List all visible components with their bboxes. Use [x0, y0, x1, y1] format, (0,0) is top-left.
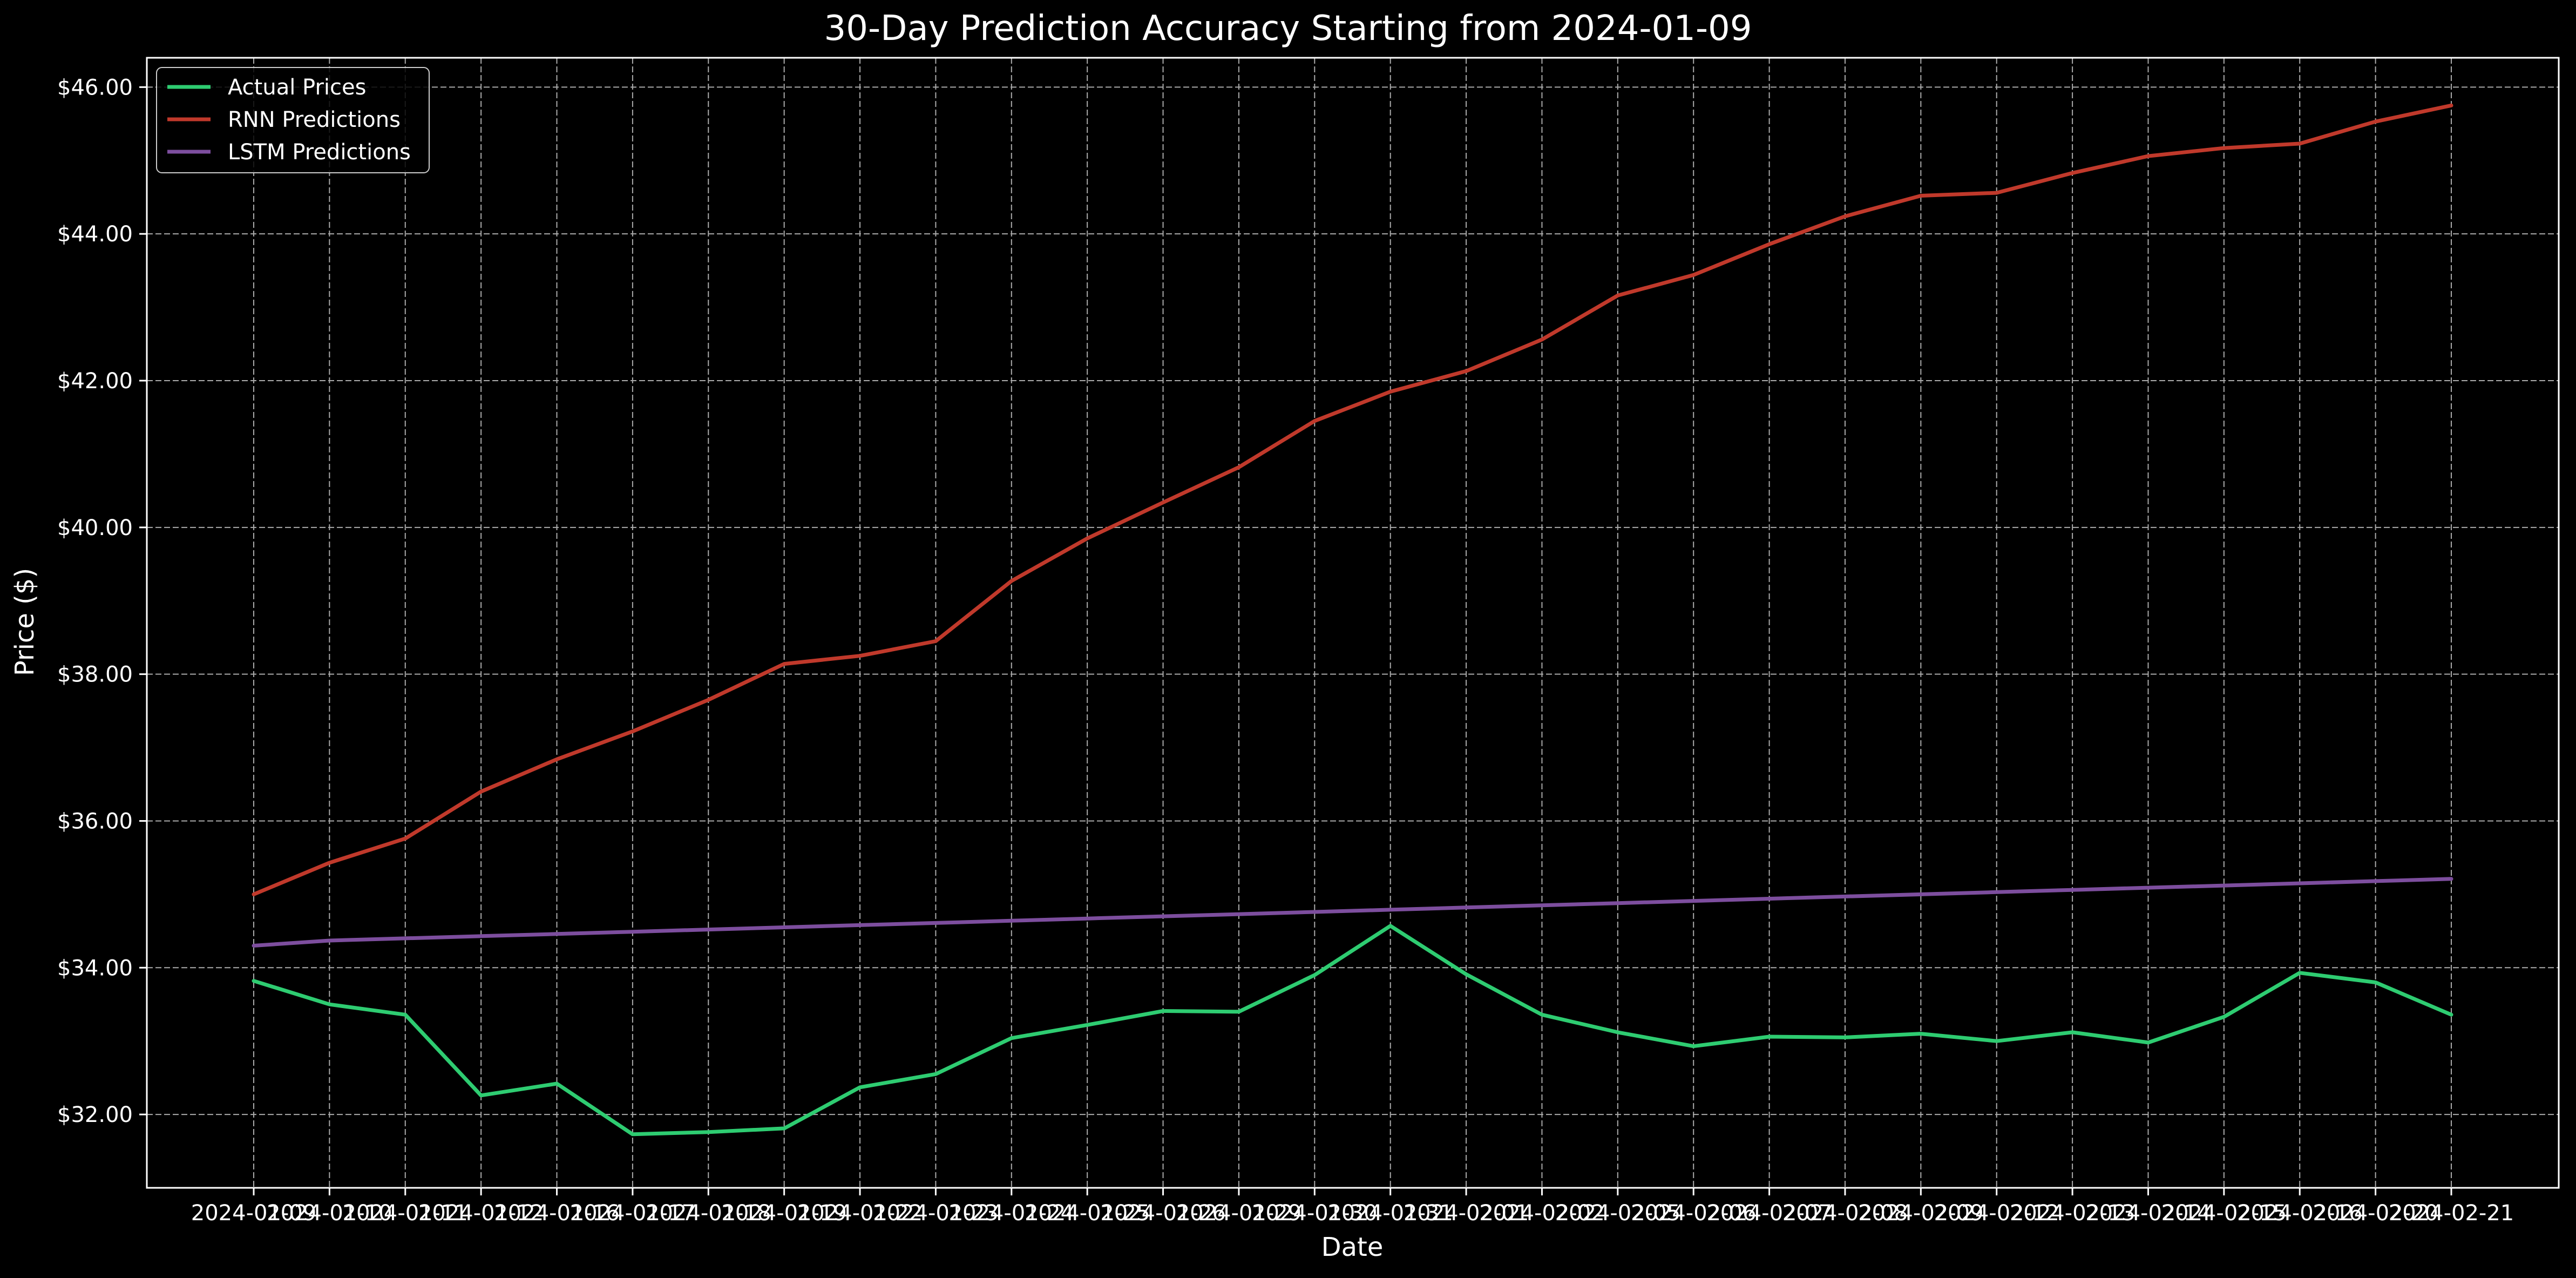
x-tick-label: 2024-02-09: [1858, 1201, 1983, 1226]
legend-label: LSTM Predictions: [228, 140, 411, 165]
x-tick-label: 2024-01-10: [267, 1201, 392, 1226]
x-tick-label: 2024-01-12: [418, 1201, 544, 1226]
y-tick-label: $32.00: [57, 1103, 133, 1127]
y-tick-label: $36.00: [57, 809, 133, 834]
y-tick-label: $44.00: [57, 222, 133, 247]
x-tick-label: 2024-02-12: [1934, 1201, 2059, 1226]
x-tick-label: 2024-01-26: [1100, 1201, 1225, 1226]
x-tick-label: 2024-02-08: [1782, 1201, 1908, 1226]
y-tick-label: $40.00: [57, 516, 133, 540]
legend-box: [156, 67, 430, 173]
x-tick-label: 2024-02-06: [1631, 1201, 1756, 1226]
series-line: [252, 877, 2453, 948]
x-tick-label: 2024-01-18: [646, 1201, 771, 1226]
chart-title: 30-Day Prediction Accuracy Starting from…: [824, 9, 1752, 49]
x-tick-label: 2024-02-16: [2237, 1201, 2362, 1226]
x-tick-label: 2024-01-16: [494, 1201, 619, 1226]
plot-area-frame: [146, 57, 2560, 1189]
x-tick-label: 2024-01-17: [570, 1201, 695, 1226]
grid: [147, 58, 2559, 1188]
x-tick-label: 2024-02-13: [2010, 1201, 2135, 1226]
x-tick-label: 2024-01-23: [873, 1201, 998, 1226]
legend: Actual Prices RNN Predictions LSTM Predict…: [156, 67, 430, 173]
y-tick-label: $34.00: [57, 956, 133, 981]
y-tick-label: $42.00: [57, 369, 133, 394]
x-tick-label: 2024-01-30: [1252, 1201, 1377, 1226]
y-tick-label: $38.00: [57, 662, 133, 687]
x-tick-label: 2024-01-19: [721, 1201, 846, 1226]
series-line: [252, 103, 2453, 896]
x-tick-label: 2024-02-02: [1479, 1201, 1604, 1226]
x-tick-label: 2024-02-15: [2161, 1201, 2287, 1226]
x-tick-label: 2024-01-31: [1327, 1201, 1453, 1226]
series-line: [252, 924, 2453, 1137]
x-axis-ticks: 2024-01-092024-01-102024-01-112024-01-12…: [191, 1188, 2514, 1226]
y-axis-ticks: $32.00 $34.00 $36.00 $38.00 $40.00 $42.00 $44.…: [57, 75, 147, 1127]
x-tick-label: 2024-01-24: [949, 1201, 1074, 1226]
series-lines: [252, 103, 2453, 1137]
x-tick-label: 2024-01-29: [1176, 1201, 1301, 1226]
x-tick-label: 2024-01-25: [1025, 1201, 1150, 1226]
x-tick-label: 2024-02-05: [1555, 1201, 1680, 1226]
x-tick-label: 2024-02-21: [2389, 1201, 2514, 1226]
legend-label: RNN Predictions: [228, 107, 401, 132]
y-axis-label: Price ($): [10, 568, 40, 676]
x-tick-label: 2024-02-20: [2313, 1201, 2438, 1226]
x-tick-label: 2024-02-07: [1706, 1201, 1832, 1226]
x-tick-label: 2024-01-09: [191, 1201, 316, 1226]
x-tick-label: 2024-01-11: [343, 1201, 468, 1226]
y-tick-label: $46.00: [57, 75, 133, 100]
x-tick-label: 2024-02-14: [2085, 1201, 2211, 1226]
legend-label: Actual Prices: [228, 75, 366, 100]
x-axis-label: Date: [1321, 1232, 1384, 1262]
x-tick-label: 2024-02-01: [1404, 1201, 1529, 1226]
x-tick-label: 2024-01-22: [797, 1201, 923, 1226]
